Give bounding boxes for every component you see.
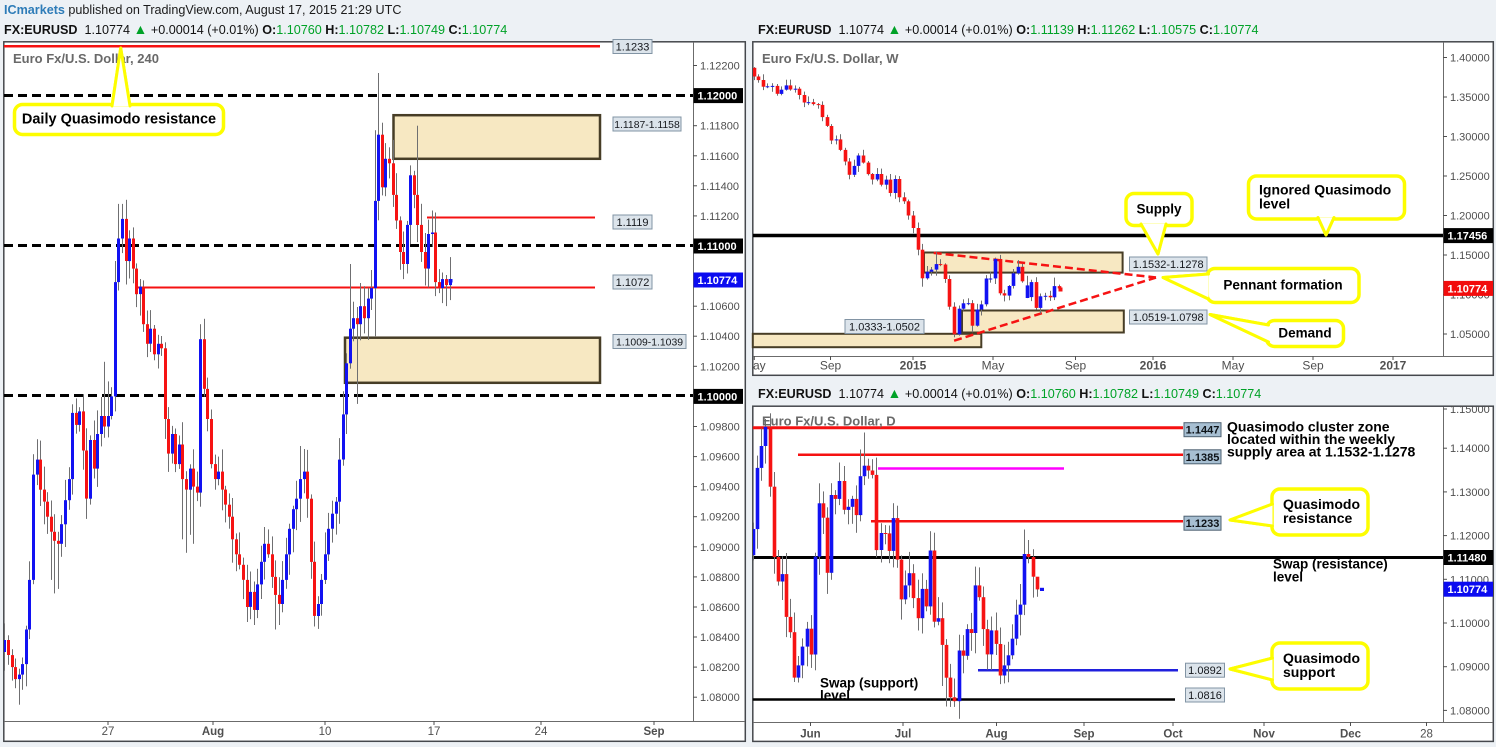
svg-text:Aug: Aug xyxy=(202,726,224,738)
svg-text:1.09400: 1.09400 xyxy=(700,482,740,494)
svg-text:Quasimodo cluster zone: Quasimodo cluster zone xyxy=(1227,419,1390,435)
svg-text:Swap (support): Swap (support) xyxy=(820,676,918,691)
svg-text:1.17456: 1.17456 xyxy=(1448,231,1488,243)
svg-text:Sep: Sep xyxy=(1065,359,1087,373)
svg-text:Nov: Nov xyxy=(1253,729,1275,741)
svg-text:2015: 2015 xyxy=(900,359,927,373)
svg-text:1.0333-1.0502: 1.0333-1.0502 xyxy=(849,322,920,334)
svg-text:1.09600: 1.09600 xyxy=(700,452,740,464)
svg-text:Daily Quasimodo resistance: Daily Quasimodo resistance xyxy=(22,112,216,128)
svg-text:1.10200: 1.10200 xyxy=(700,361,740,373)
svg-text:1.08000: 1.08000 xyxy=(1450,705,1490,717)
svg-text:1.05000: 1.05000 xyxy=(1450,329,1490,341)
svg-text:1.1385: 1.1385 xyxy=(1186,452,1220,464)
svg-text:Oct: Oct xyxy=(1163,729,1182,741)
svg-text:1.10000: 1.10000 xyxy=(698,391,738,403)
svg-text:1.1187-1.1158: 1.1187-1.1158 xyxy=(614,120,680,131)
svg-text:1.09200: 1.09200 xyxy=(700,512,740,524)
svg-text:1.11600: 1.11600 xyxy=(700,151,739,163)
svg-text:Dec: Dec xyxy=(1340,729,1362,741)
svg-text:1.10774: 1.10774 xyxy=(1448,283,1489,295)
svg-text:Jun: Jun xyxy=(800,729,820,741)
svg-text:May: May xyxy=(743,359,766,373)
svg-text:1.11800: 1.11800 xyxy=(700,121,739,133)
svg-text:1.1233: 1.1233 xyxy=(616,42,650,54)
svg-text:1.10400: 1.10400 xyxy=(700,331,740,343)
svg-text:1.11480: 1.11480 xyxy=(1448,553,1487,565)
svg-text:1.1233: 1.1233 xyxy=(1186,518,1220,530)
svg-text:1.09000: 1.09000 xyxy=(1450,662,1490,674)
svg-text:1.10774: 1.10774 xyxy=(1448,584,1489,596)
svg-text:1.08600: 1.08600 xyxy=(700,602,740,614)
svg-text:level: level xyxy=(1259,196,1290,212)
svg-text:Swap (resistance): Swap (resistance) xyxy=(1273,557,1388,572)
svg-text:located within the weekly: located within the weekly xyxy=(1227,431,1395,447)
svg-text:1.08800: 1.08800 xyxy=(700,572,740,584)
svg-text:28: 28 xyxy=(1420,729,1433,741)
svg-text:Sep: Sep xyxy=(820,359,842,373)
svg-text:1.1447: 1.1447 xyxy=(1186,425,1220,437)
svg-text:Pennant formation: Pennant formation xyxy=(1223,278,1342,293)
svg-text:1.08400: 1.08400 xyxy=(700,632,740,644)
svg-text:resistance: resistance xyxy=(1283,510,1352,526)
svg-text:1.08000: 1.08000 xyxy=(700,692,740,704)
svg-text:1.20000: 1.20000 xyxy=(1450,211,1490,223)
svg-text:supply area at 1.1532-1.1278: supply area at 1.1532-1.1278 xyxy=(1227,444,1416,460)
svg-text:Jul: Jul xyxy=(895,729,912,741)
svg-text:27: 27 xyxy=(102,726,115,738)
svg-text:1.25000: 1.25000 xyxy=(1450,171,1490,183)
svg-text:Sep: Sep xyxy=(1302,359,1324,373)
svg-text:Supply: Supply xyxy=(1136,202,1181,217)
svg-text:level: level xyxy=(820,688,850,703)
svg-text:Euro Fx/U.S. Dollar, D: Euro Fx/U.S. Dollar, D xyxy=(762,414,896,429)
svg-text:support: support xyxy=(1283,664,1335,680)
svg-text:17: 17 xyxy=(428,726,441,738)
svg-text:1.35000: 1.35000 xyxy=(1450,92,1490,104)
svg-text:May: May xyxy=(1222,359,1245,373)
svg-text:level: level xyxy=(1273,570,1303,585)
svg-text:1.0519-1.0798: 1.0519-1.0798 xyxy=(1133,312,1204,324)
svg-text:Euro Fx/U.S. Dollar, W: Euro Fx/U.S. Dollar, W xyxy=(762,51,899,66)
svg-text:1.13000: 1.13000 xyxy=(1450,487,1490,499)
svg-text:1.11000: 1.11000 xyxy=(698,241,737,253)
svg-text:10: 10 xyxy=(319,726,332,738)
svg-text:1.09000: 1.09000 xyxy=(700,542,740,554)
svg-text:1.09800: 1.09800 xyxy=(700,422,740,434)
svg-text:Sep: Sep xyxy=(1073,729,1094,741)
svg-text:1.0892: 1.0892 xyxy=(1188,665,1222,677)
svg-text:Quasimodo: Quasimodo xyxy=(1283,496,1360,512)
svg-text:May: May xyxy=(982,359,1005,373)
svg-text:1.10000: 1.10000 xyxy=(1450,618,1490,630)
svg-text:Euro Fx/U.S. Dollar, 240: Euro Fx/U.S. Dollar, 240 xyxy=(13,51,159,66)
svg-text:1.10600: 1.10600 xyxy=(700,301,740,313)
svg-text:Sep: Sep xyxy=(643,726,664,738)
svg-text:Quasimodo: Quasimodo xyxy=(1283,650,1360,666)
svg-text:1.12000: 1.12000 xyxy=(698,91,738,103)
svg-text:1.15000: 1.15000 xyxy=(1450,404,1490,416)
svg-text:Aug: Aug xyxy=(985,729,1007,741)
svg-text:1.1119: 1.1119 xyxy=(616,217,648,229)
svg-text:Ignored Quasimodo: Ignored Quasimodo xyxy=(1259,182,1391,198)
svg-text:1.11400: 1.11400 xyxy=(700,181,739,193)
svg-text:1.12000: 1.12000 xyxy=(1450,531,1490,543)
svg-text:1.14000: 1.14000 xyxy=(1450,443,1490,455)
svg-text:2016: 2016 xyxy=(1140,359,1167,373)
svg-text:1.10774: 1.10774 xyxy=(698,275,739,287)
svg-text:1.08200: 1.08200 xyxy=(700,662,740,674)
svg-text:1.12200: 1.12200 xyxy=(700,61,740,73)
svg-text:1.11200: 1.11200 xyxy=(700,211,739,223)
svg-text:1.15000: 1.15000 xyxy=(1450,250,1490,262)
svg-text:1.30000: 1.30000 xyxy=(1450,132,1490,144)
svg-text:1.1009-1.1039: 1.1009-1.1039 xyxy=(616,338,683,349)
svg-text:Demand: Demand xyxy=(1278,326,1331,341)
svg-text:1.1532-1.1278: 1.1532-1.1278 xyxy=(1133,259,1204,271)
svg-text:1.0816: 1.0816 xyxy=(1188,690,1222,702)
svg-text:1.1072: 1.1072 xyxy=(616,277,650,289)
svg-text:2017: 2017 xyxy=(1380,359,1407,373)
svg-text:1.40000: 1.40000 xyxy=(1450,53,1490,65)
svg-text:24: 24 xyxy=(535,726,548,738)
